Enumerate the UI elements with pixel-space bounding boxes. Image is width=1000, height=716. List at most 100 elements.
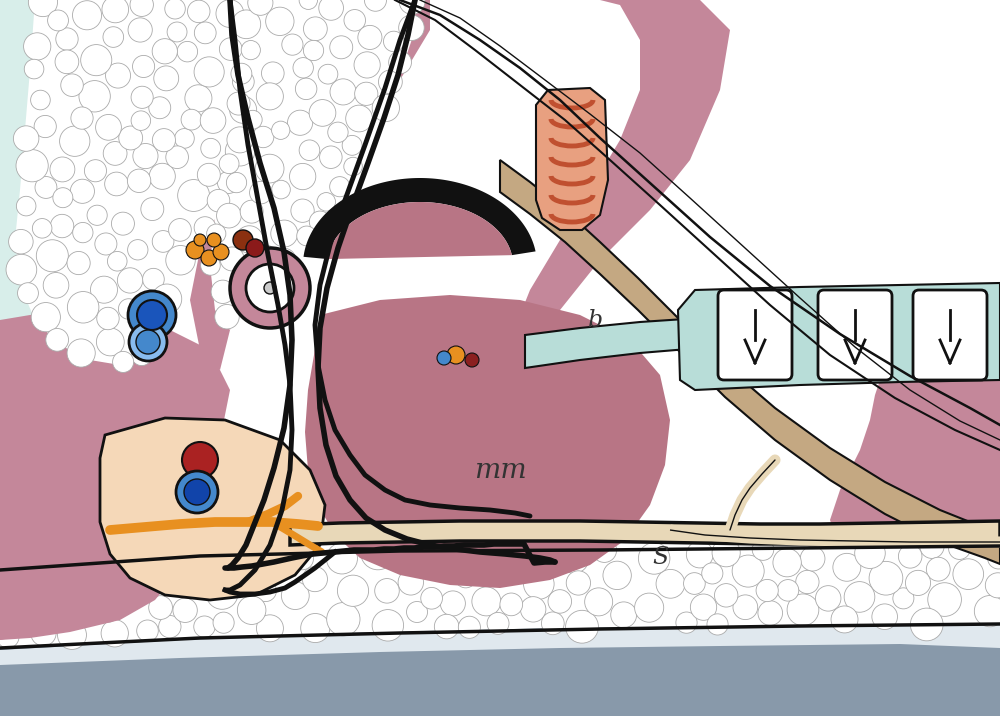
Circle shape [250,181,272,204]
Circle shape [219,154,239,173]
Circle shape [149,596,172,619]
Circle shape [524,569,554,599]
Circle shape [111,212,134,235]
Circle shape [603,561,631,589]
Circle shape [197,163,220,186]
Circle shape [173,564,200,591]
Circle shape [355,82,378,105]
Circle shape [0,626,19,648]
Circle shape [372,609,404,641]
Circle shape [953,558,984,589]
Circle shape [320,146,342,168]
Circle shape [375,579,399,603]
Circle shape [541,612,564,634]
Circle shape [207,190,230,212]
Circle shape [676,612,697,633]
Circle shape [97,601,119,622]
Circle shape [266,7,294,36]
Circle shape [175,129,194,148]
Circle shape [226,173,247,193]
Circle shape [342,135,362,155]
Circle shape [559,544,589,574]
Circle shape [690,594,717,620]
Circle shape [256,271,279,294]
Circle shape [232,10,261,39]
Circle shape [127,169,151,193]
Circle shape [236,226,263,253]
Circle shape [105,172,128,195]
Circle shape [166,146,188,168]
Circle shape [773,548,801,577]
Circle shape [712,538,740,567]
Circle shape [271,220,298,247]
Circle shape [684,573,705,594]
Circle shape [714,584,738,607]
Circle shape [240,200,263,223]
Circle shape [24,33,51,60]
Circle shape [364,0,386,11]
Circle shape [893,588,914,609]
Circle shape [129,323,167,361]
Circle shape [152,39,177,64]
Circle shape [326,543,357,574]
Circle shape [152,231,174,252]
Circle shape [611,602,637,628]
Circle shape [248,0,273,15]
Polygon shape [0,0,420,360]
Circle shape [344,9,366,31]
Circle shape [231,63,252,84]
Circle shape [136,330,160,354]
Circle shape [102,0,129,23]
Circle shape [299,140,320,160]
Text: S: S [652,546,668,569]
Circle shape [182,442,218,478]
Circle shape [988,547,1000,569]
Polygon shape [500,160,1000,564]
Circle shape [154,66,179,91]
Circle shape [407,601,428,622]
Circle shape [53,188,73,208]
Circle shape [800,546,825,571]
Circle shape [55,50,79,74]
Circle shape [243,110,262,129]
Circle shape [239,292,262,315]
Circle shape [869,561,903,595]
Polygon shape [190,0,430,370]
Circle shape [389,51,411,74]
Circle shape [831,606,858,633]
Circle shape [330,36,353,59]
Circle shape [194,234,206,246]
Circle shape [173,598,197,622]
Circle shape [185,84,212,112]
Circle shape [500,593,523,616]
Circle shape [344,158,362,176]
Circle shape [844,581,875,612]
Circle shape [256,615,283,642]
Circle shape [281,581,309,609]
Circle shape [186,241,204,259]
Circle shape [79,81,110,112]
Circle shape [71,107,93,129]
Circle shape [70,179,94,203]
Polygon shape [536,88,608,230]
Circle shape [128,240,148,260]
Circle shape [137,620,158,642]
Circle shape [74,551,99,576]
Circle shape [261,62,284,84]
Circle shape [638,543,670,574]
Circle shape [246,264,294,312]
Circle shape [31,90,50,110]
Circle shape [592,538,617,562]
Circle shape [16,150,48,182]
Circle shape [833,553,861,581]
Circle shape [910,608,943,641]
Circle shape [255,552,282,579]
Polygon shape [0,310,230,640]
Circle shape [538,548,561,571]
Circle shape [95,233,117,255]
Circle shape [383,32,404,52]
Circle shape [399,0,425,14]
Circle shape [6,254,37,285]
Circle shape [194,57,224,87]
Circle shape [309,211,331,233]
